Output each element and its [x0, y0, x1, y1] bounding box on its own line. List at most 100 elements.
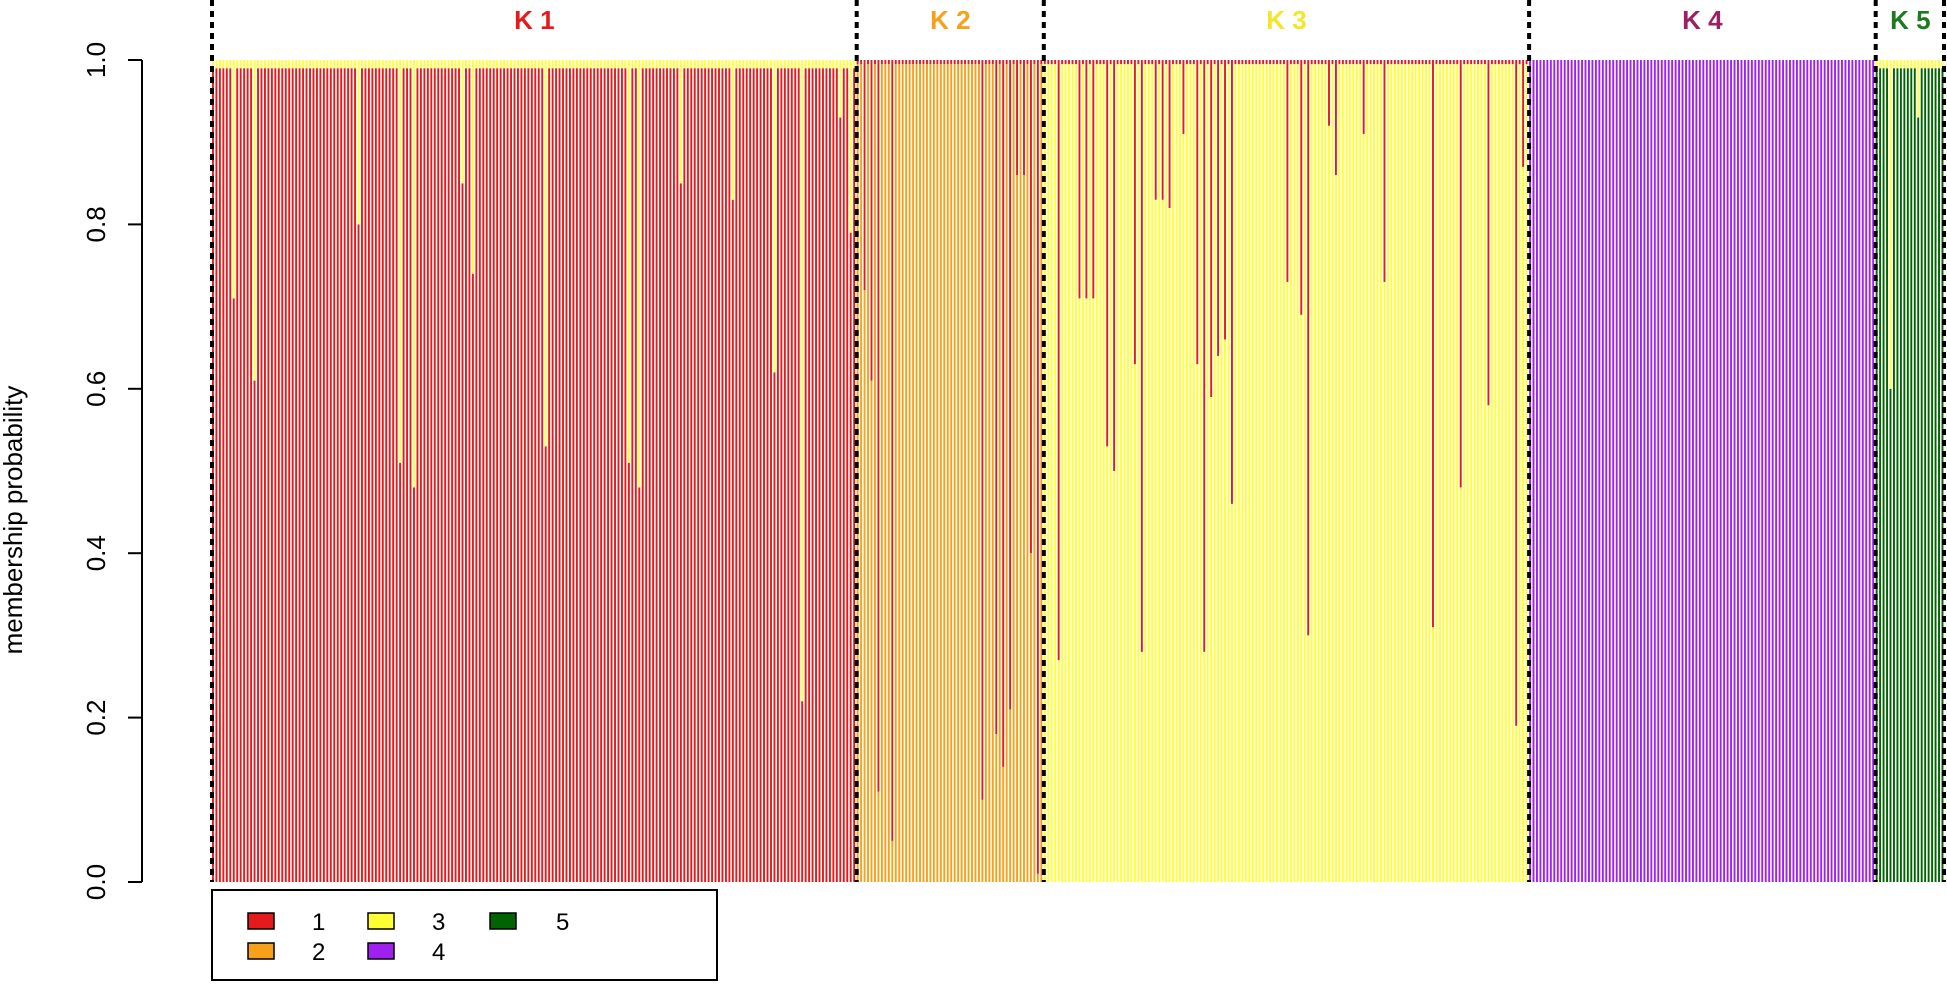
bar-segment-1 [298, 68, 301, 883]
bar-segment-1 [1172, 60, 1174, 65]
bar-segment-3 [1296, 64, 1299, 883]
bar-segment-3 [1508, 64, 1511, 883]
bar-segment-3 [686, 60, 689, 69]
bar-segment-1 [1165, 60, 1168, 65]
bar-segment-3 [1920, 60, 1923, 69]
bar-segment-3 [790, 60, 793, 69]
bar-segment-3 [1442, 64, 1445, 883]
bar-segment-3 [471, 60, 474, 274]
bar-segment-2 [981, 799, 984, 882]
bar-segment-3 [1099, 64, 1102, 883]
bar-segment-3 [655, 60, 658, 69]
bar-segment-4 [1792, 60, 1795, 882]
bar-segment-1 [1016, 60, 1019, 176]
bar-segment-4 [1667, 60, 1670, 882]
bar-segment-4 [1771, 60, 1774, 882]
bar-segment-2 [977, 64, 980, 883]
bar-segment-1 [828, 68, 831, 883]
bar-segment-1 [1234, 60, 1237, 65]
bar-segment-3 [1064, 64, 1067, 883]
bar-segment-2 [919, 64, 921, 883]
bar-segment-3 [1168, 207, 1171, 882]
bar-segment-1 [302, 68, 305, 883]
bar-segment-1 [1324, 60, 1327, 65]
bar-segment-1 [718, 68, 720, 883]
bar-segment-3 [1362, 133, 1365, 883]
bar-segment-3 [527, 60, 530, 69]
bar-segment-5 [1903, 68, 1906, 883]
bar-segment-1 [1383, 60, 1386, 282]
bar-segment-3 [1386, 64, 1389, 883]
bar-segment-1 [808, 68, 811, 883]
bars-layer [212, 60, 1944, 883]
bar-segment-3 [704, 60, 707, 69]
bar-segment-3 [1373, 64, 1376, 883]
bar-segment-1 [381, 68, 384, 883]
bar-segment-3 [652, 60, 655, 69]
bar-segment-1 [1206, 60, 1209, 65]
cluster-label-4: K 4 [1682, 5, 1723, 35]
bar-segment-1 [1501, 60, 1504, 65]
bar-segment-1 [388, 68, 391, 883]
bar-segment-4 [1726, 60, 1729, 882]
bar-segment-1 [693, 68, 696, 883]
bar-segment-1 [260, 68, 263, 883]
bar-segment-1 [832, 68, 835, 883]
bar-segment-3 [1102, 64, 1105, 883]
y-tick-label: 1.0 [81, 42, 111, 78]
bar-segment-1 [690, 68, 693, 883]
bar-segment-1 [1182, 60, 1185, 134]
bar-segment-3 [350, 60, 353, 69]
bar-segment-3 [485, 60, 488, 69]
bar-segment-1 [589, 68, 592, 883]
bar-segment-1 [1296, 60, 1299, 65]
bar-segment-1 [1276, 60, 1278, 65]
bar-segment-1 [520, 68, 523, 883]
bar-segment-3 [406, 60, 409, 69]
bar-segment-3 [783, 60, 786, 69]
bar-segment-1 [1459, 60, 1462, 488]
bar-segment-1 [378, 68, 381, 883]
bar-segment-1 [1282, 60, 1285, 65]
bar-segment-3 [260, 60, 263, 69]
bar-segment-3 [1203, 651, 1206, 882]
bar-segment-1 [745, 68, 748, 883]
bar-segment-4 [1712, 60, 1715, 882]
bar-segment-3 [1473, 64, 1476, 883]
y-tick-label: 0.2 [81, 700, 111, 736]
bar-segment-1 [749, 68, 752, 883]
bar-segment-3 [707, 60, 710, 69]
bar-segment-1 [1386, 60, 1389, 65]
bar-segment-1 [433, 68, 436, 883]
bar-segment-3 [579, 60, 582, 69]
bar-segment-1 [1525, 60, 1528, 65]
bar-segment-3 [1262, 64, 1265, 883]
bar-segment-3 [520, 60, 523, 69]
bar-segment-4 [1574, 60, 1577, 882]
bar-segment-1 [842, 68, 845, 883]
bar-segment-3 [329, 60, 332, 69]
bar-segment-1 [943, 60, 946, 65]
bar-segment-2 [874, 64, 876, 883]
bar-segment-5 [1910, 68, 1913, 883]
bar-segment-5 [1917, 117, 1920, 883]
bar-segment-1 [1158, 60, 1161, 65]
bar-segment-3 [1244, 64, 1247, 883]
bar-segment-3 [302, 60, 305, 69]
bar-segment-4 [1789, 60, 1791, 882]
bar-segment-1 [569, 68, 571, 883]
bar-segment-3 [1404, 64, 1407, 883]
bar-segment-1 [347, 68, 350, 883]
bar-segment-4 [1820, 60, 1823, 882]
bar-segment-1 [267, 68, 270, 883]
bar-segment-3 [250, 60, 253, 69]
bar-segment-4 [1799, 60, 1802, 882]
bar-segment-1 [215, 68, 218, 883]
bar-segment-2 [960, 64, 963, 883]
bar-segment-3 [1480, 64, 1483, 883]
bar-segment-1 [354, 68, 357, 883]
bar-segment-1 [329, 68, 332, 883]
bar-segment-3 [305, 60, 308, 69]
bar-segment-1 [915, 60, 918, 65]
bar-segment-1 [794, 68, 797, 883]
